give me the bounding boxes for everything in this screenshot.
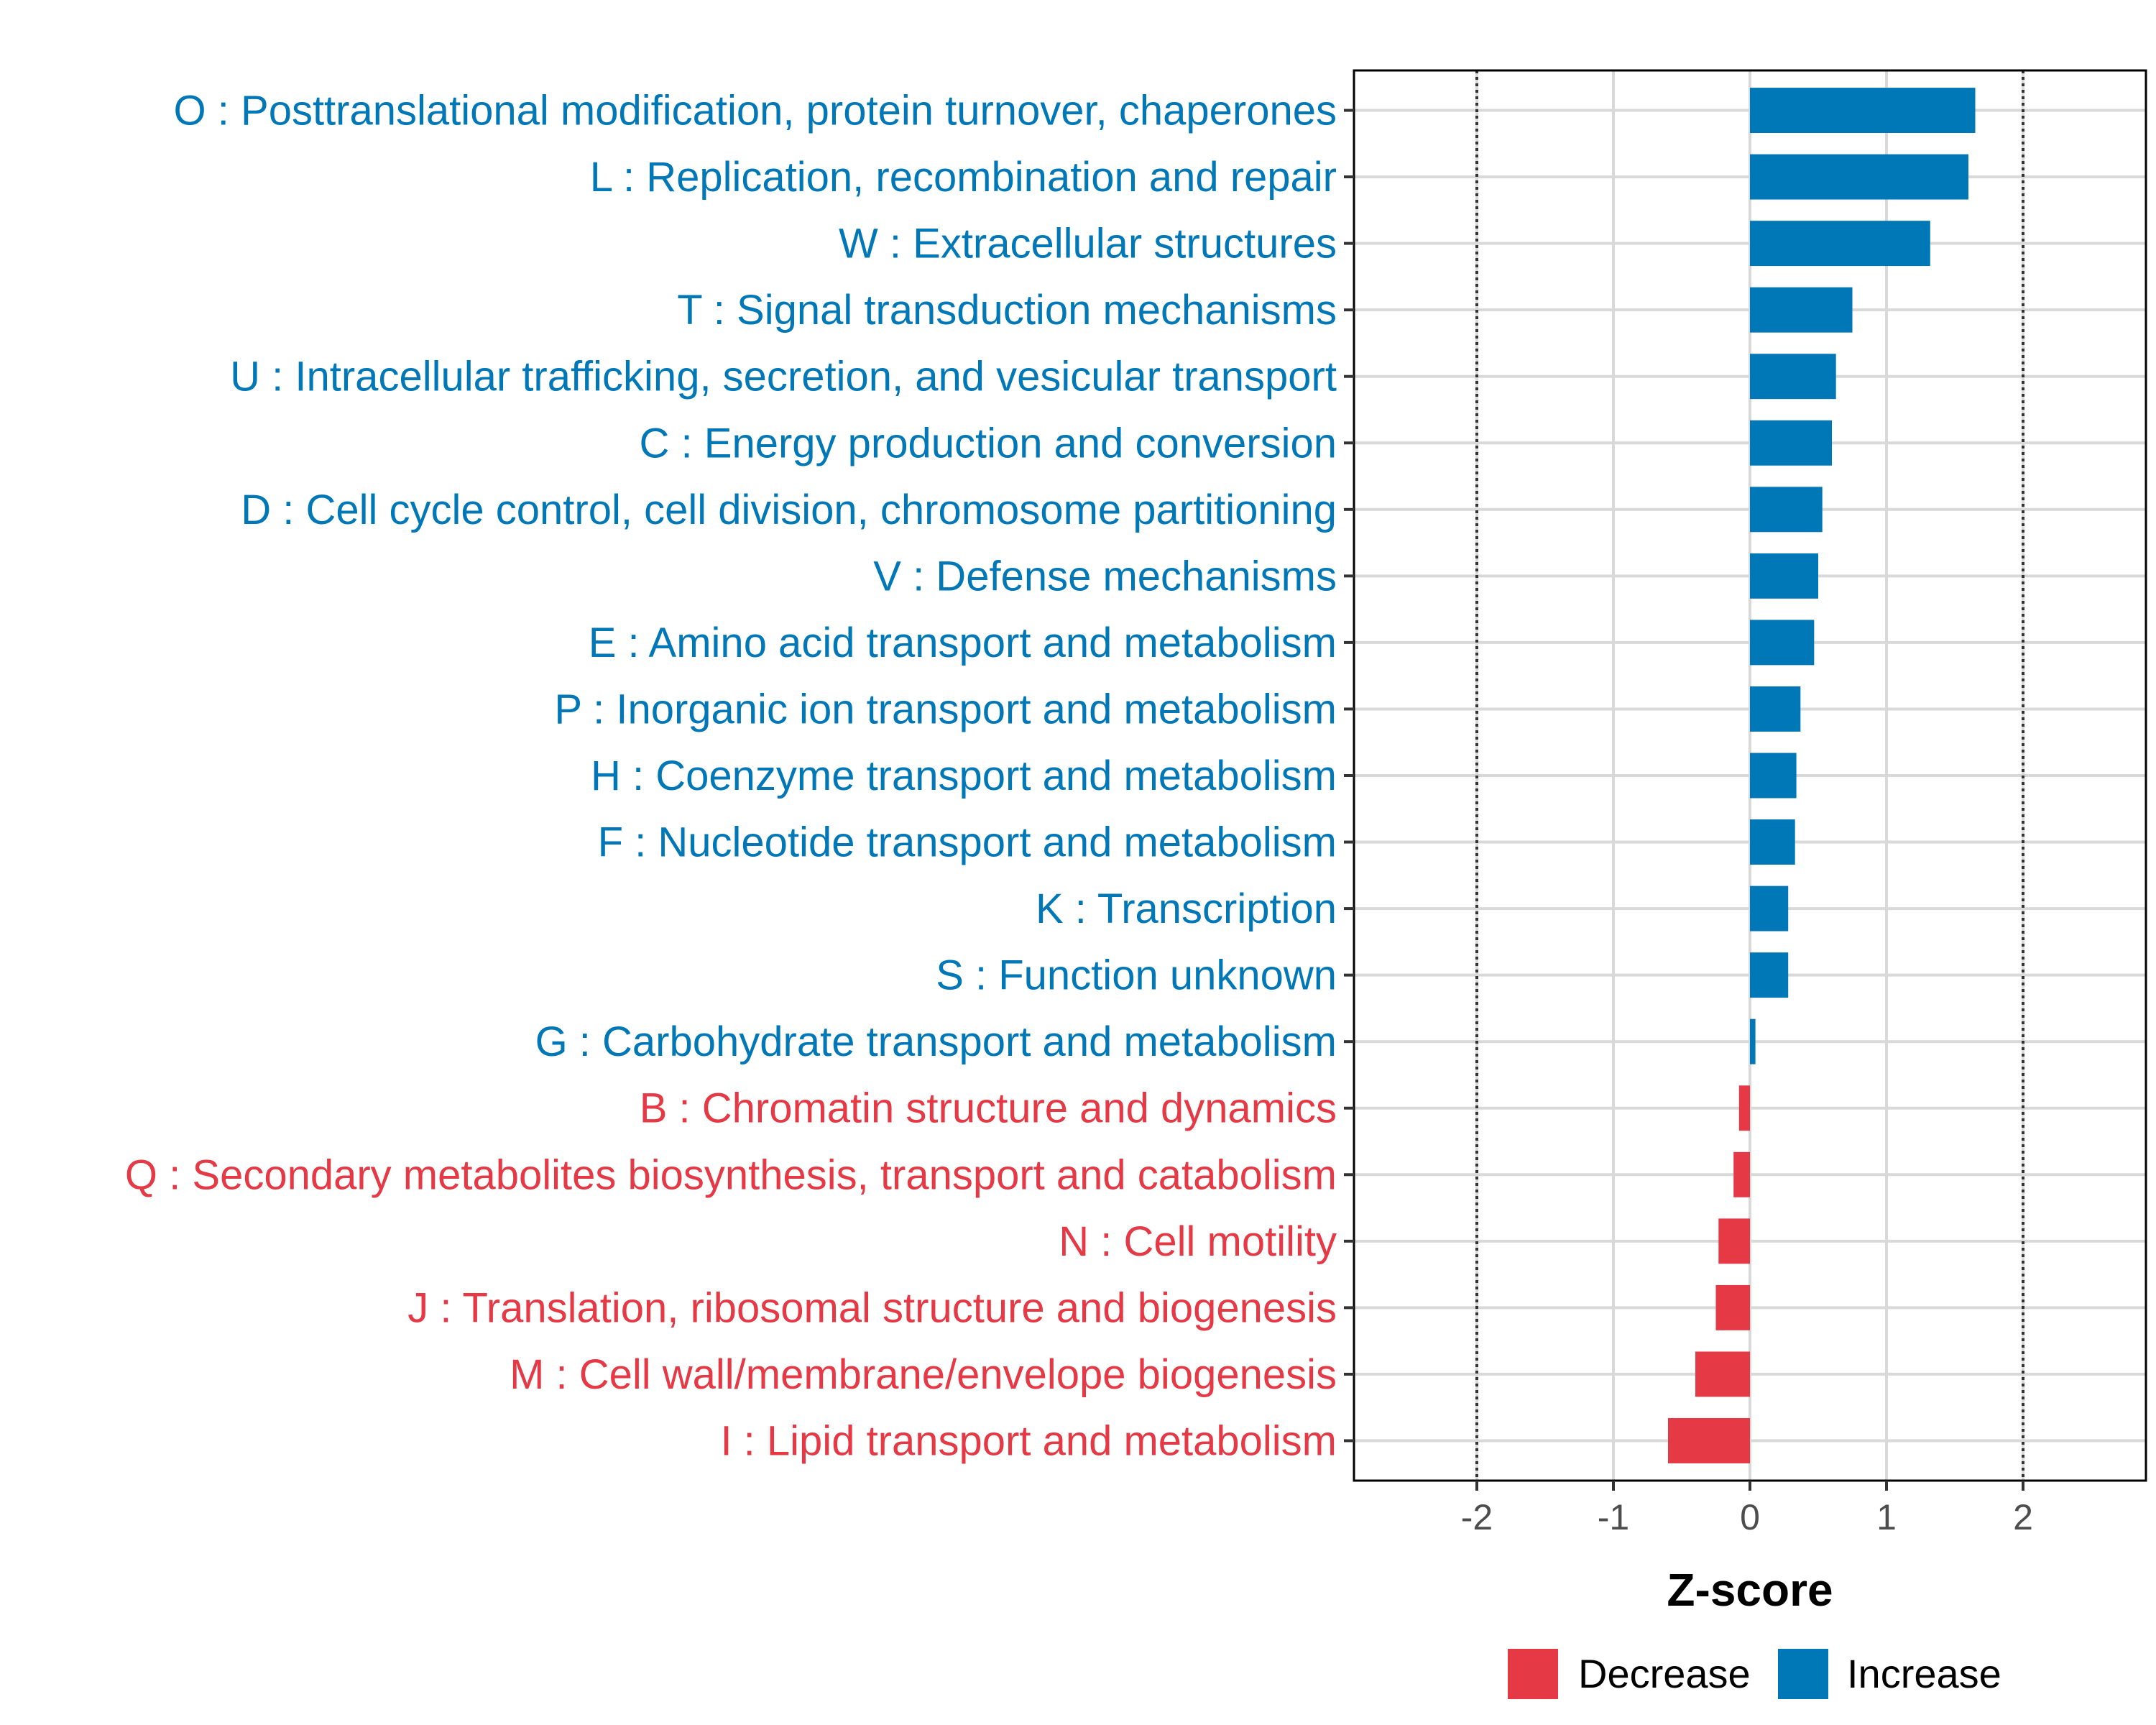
bars-layer	[1668, 88, 1976, 1463]
category-label: V : Defense mechanisms	[873, 553, 1337, 599]
category-label: E : Amino acid transport and metabolism	[589, 620, 1337, 666]
legend-swatch-decrease	[1508, 1649, 1558, 1699]
bar-e	[1750, 620, 1815, 666]
bar-v	[1750, 553, 1818, 599]
bar-s	[1750, 952, 1789, 998]
bar-k	[1750, 886, 1789, 932]
category-label: U : Intracellular trafficking, secretion…	[230, 354, 1337, 400]
bar-t	[1750, 287, 1853, 333]
category-label: T : Signal transduction mechanisms	[677, 287, 1337, 334]
category-label: O : Posttranslational modification, prot…	[174, 88, 1337, 134]
category-label: I : Lipid transport and metabolism	[720, 1417, 1337, 1464]
bar-p	[1750, 686, 1801, 732]
category-label: S : Function unknown	[936, 952, 1337, 999]
legend: Decrease Increase	[1508, 1649, 2001, 1699]
x-tick-label: -2	[1461, 1497, 1493, 1537]
bar-b	[1738, 1085, 1750, 1131]
bar-l	[1750, 154, 1968, 200]
category-label: D : Cell cycle control, cell division, c…	[241, 487, 1337, 533]
category-label: N : Cell motility	[1059, 1218, 1337, 1265]
x-tick-label: 1	[1876, 1497, 1897, 1537]
legend-label-increase: Increase	[1847, 1651, 2001, 1696]
category-label: J : Translation, ribosomal structure and…	[407, 1284, 1337, 1331]
bar-f	[1750, 819, 1795, 865]
category-label: P : Inorganic ion transport and metaboli…	[554, 686, 1337, 732]
bar-i	[1668, 1418, 1750, 1463]
category-label: Q : Secondary metabolites biosynthesis, …	[125, 1151, 1337, 1198]
category-label: H : Coenzyme transport and metabolism	[591, 753, 1337, 799]
threshold-lines	[1475, 70, 2024, 1481]
category-label: C : Energy production and conversion	[640, 420, 1337, 466]
bar-g	[1750, 1018, 1756, 1064]
category-label: L : Replication, recombination and repai…	[590, 154, 1337, 201]
x-axis-title: Z-score	[1667, 1564, 1833, 1616]
bar-n	[1718, 1218, 1750, 1264]
bar-c	[1750, 420, 1832, 466]
bar-w	[1750, 221, 1930, 267]
bar-m	[1695, 1351, 1750, 1397]
bar-q	[1733, 1151, 1750, 1197]
x-axis-ticks: -2 -1 0 1 2	[1461, 1481, 2033, 1537]
x-tick-label: 0	[1740, 1497, 1760, 1537]
category-label: W : Extracellular structures	[839, 221, 1337, 267]
bar-d	[1750, 487, 1823, 533]
x-tick-label: 2	[2013, 1497, 2033, 1537]
y-axis-ticks	[1344, 109, 1354, 1443]
x-tick-label: -1	[1598, 1497, 1629, 1537]
category-label: M : Cell wall/membrane/envelope biogenes…	[510, 1351, 1337, 1398]
category-label: F : Nucleotide transport and metabolism	[598, 819, 1337, 866]
y-axis-category-labels: O : Posttranslational modification, prot…	[125, 88, 1337, 1465]
bar-o	[1750, 88, 1976, 133]
category-label: K : Transcription	[1036, 886, 1337, 932]
bar-h	[1750, 753, 1797, 799]
bar-j	[1715, 1284, 1750, 1330]
bar-u	[1750, 354, 1836, 400]
legend-swatch-increase	[1778, 1649, 1828, 1699]
category-label: B : Chromatin structure and dynamics	[640, 1085, 1337, 1132]
category-label: G : Carbohydrate transport and metabolis…	[535, 1018, 1337, 1065]
legend-label-decrease: Decrease	[1578, 1651, 1751, 1696]
